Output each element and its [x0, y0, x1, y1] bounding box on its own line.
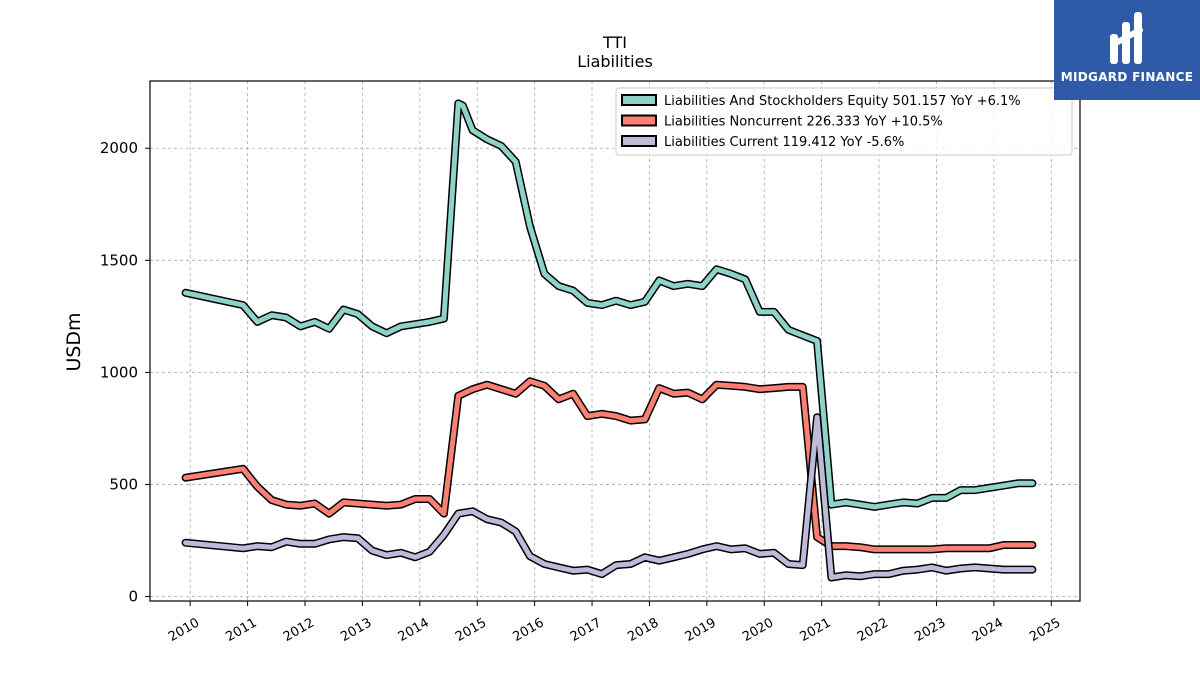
midgard-finance-logo: MIDGARD FINANCE: [1054, 0, 1200, 100]
legend-swatch: [621, 114, 657, 127]
logo-text: MIDGARD FINANCE: [1060, 70, 1194, 84]
chart-subtitle: Liabilities: [577, 52, 653, 71]
legend-swatch: [621, 94, 657, 106]
y-axis-label: USDm: [63, 312, 85, 371]
x-tick-label: 2022: [855, 615, 891, 645]
x-tick-label: 2021: [798, 615, 834, 645]
y-tick-label: 2000: [100, 139, 138, 157]
series-outline-liabilities-current: [181, 413, 1037, 582]
series-line-liabilities-noncurrent: [183, 378, 1035, 552]
chart-title: TTI: [602, 33, 627, 52]
y-tick-label: 500: [109, 475, 138, 493]
x-tick-label: 2018: [625, 615, 661, 645]
legend-entry: Liabilities Noncurrent 226.333 YoY +10.5…: [664, 115, 943, 130]
legend-swatch: [621, 135, 657, 147]
x-tick-label: 2024: [970, 615, 1006, 645]
x-tick-label: 2010: [166, 615, 202, 645]
grid: [150, 81, 1080, 601]
x-tick-label: 2014: [396, 615, 432, 645]
x-tick-label: 2023: [912, 615, 948, 645]
legend-entry: Liabilities And Stockholders Equity 501.…: [664, 94, 1021, 109]
x-tick-label: 2019: [683, 615, 719, 645]
x-tick-label: 2020: [740, 615, 776, 645]
x-tick-label: 2015: [453, 615, 489, 645]
x-tick-label: 2013: [338, 615, 374, 645]
y-tick-label: 1000: [100, 363, 138, 381]
x-tick-label: 2025: [1027, 615, 1063, 645]
logo-mark-icon: [1110, 12, 1143, 64]
x-tick-label: 2016: [510, 615, 546, 645]
legend: Liabilities And Stockholders Equity 501.…: [615, 87, 1073, 156]
series-line-liabilities-and-stockholders-equity: [183, 100, 1035, 510]
legend-box: [615, 87, 1073, 156]
y-tick-label: 1500: [100, 251, 138, 269]
x-tick-label: 2017: [568, 615, 604, 645]
x-tick-label: 2012: [281, 615, 317, 645]
legend-entry: Liabilities Current 119.412 YoY -5.6%: [664, 135, 904, 150]
series-lines: [181, 99, 1037, 582]
y-tick-label: 0: [128, 588, 138, 606]
plot-frame: [149, 80, 1081, 602]
x-tick-label: 2011: [223, 615, 259, 645]
series-outline-liabilities-noncurrent: [181, 377, 1037, 554]
series-line-liabilities-current: [183, 414, 1035, 580]
